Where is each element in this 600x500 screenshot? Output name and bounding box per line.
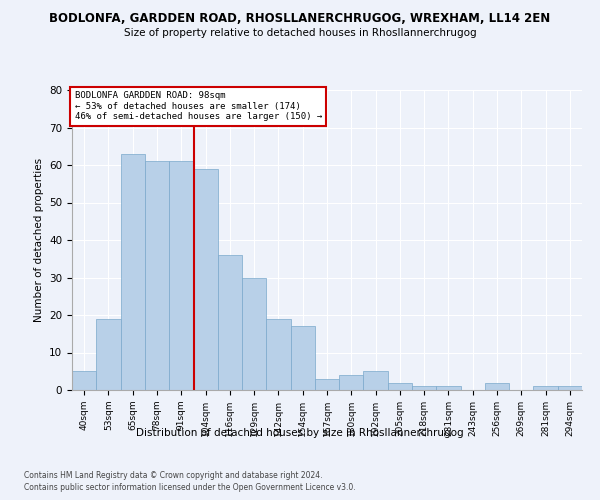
Bar xyxy=(315,379,339,390)
Bar xyxy=(72,371,96,390)
Bar xyxy=(193,169,218,390)
Bar xyxy=(485,382,509,390)
Y-axis label: Number of detached properties: Number of detached properties xyxy=(34,158,44,322)
Text: Contains public sector information licensed under the Open Government Licence v3: Contains public sector information licen… xyxy=(24,484,356,492)
Text: Size of property relative to detached houses in Rhosllannerchrugog: Size of property relative to detached ho… xyxy=(124,28,476,38)
Text: Contains HM Land Registry data © Crown copyright and database right 2024.: Contains HM Land Registry data © Crown c… xyxy=(24,471,323,480)
Bar xyxy=(169,161,193,390)
Bar xyxy=(266,319,290,390)
Text: BODLONFA GARDDEN ROAD: 98sqm
← 53% of detached houses are smaller (174)
46% of s: BODLONFA GARDDEN ROAD: 98sqm ← 53% of de… xyxy=(74,92,322,122)
Bar xyxy=(412,386,436,390)
Bar xyxy=(242,278,266,390)
Bar xyxy=(218,255,242,390)
Bar xyxy=(558,386,582,390)
Bar xyxy=(533,386,558,390)
Text: Distribution of detached houses by size in Rhosllannerchrugog: Distribution of detached houses by size … xyxy=(136,428,464,438)
Bar xyxy=(121,154,145,390)
Bar xyxy=(96,319,121,390)
Bar xyxy=(145,161,169,390)
Bar xyxy=(364,371,388,390)
Bar xyxy=(339,375,364,390)
Bar xyxy=(436,386,461,390)
Text: BODLONFA, GARDDEN ROAD, RHOSLLANERCHRUGOG, WREXHAM, LL14 2EN: BODLONFA, GARDDEN ROAD, RHOSLLANERCHRUGO… xyxy=(49,12,551,26)
Bar xyxy=(388,382,412,390)
Bar xyxy=(290,326,315,390)
